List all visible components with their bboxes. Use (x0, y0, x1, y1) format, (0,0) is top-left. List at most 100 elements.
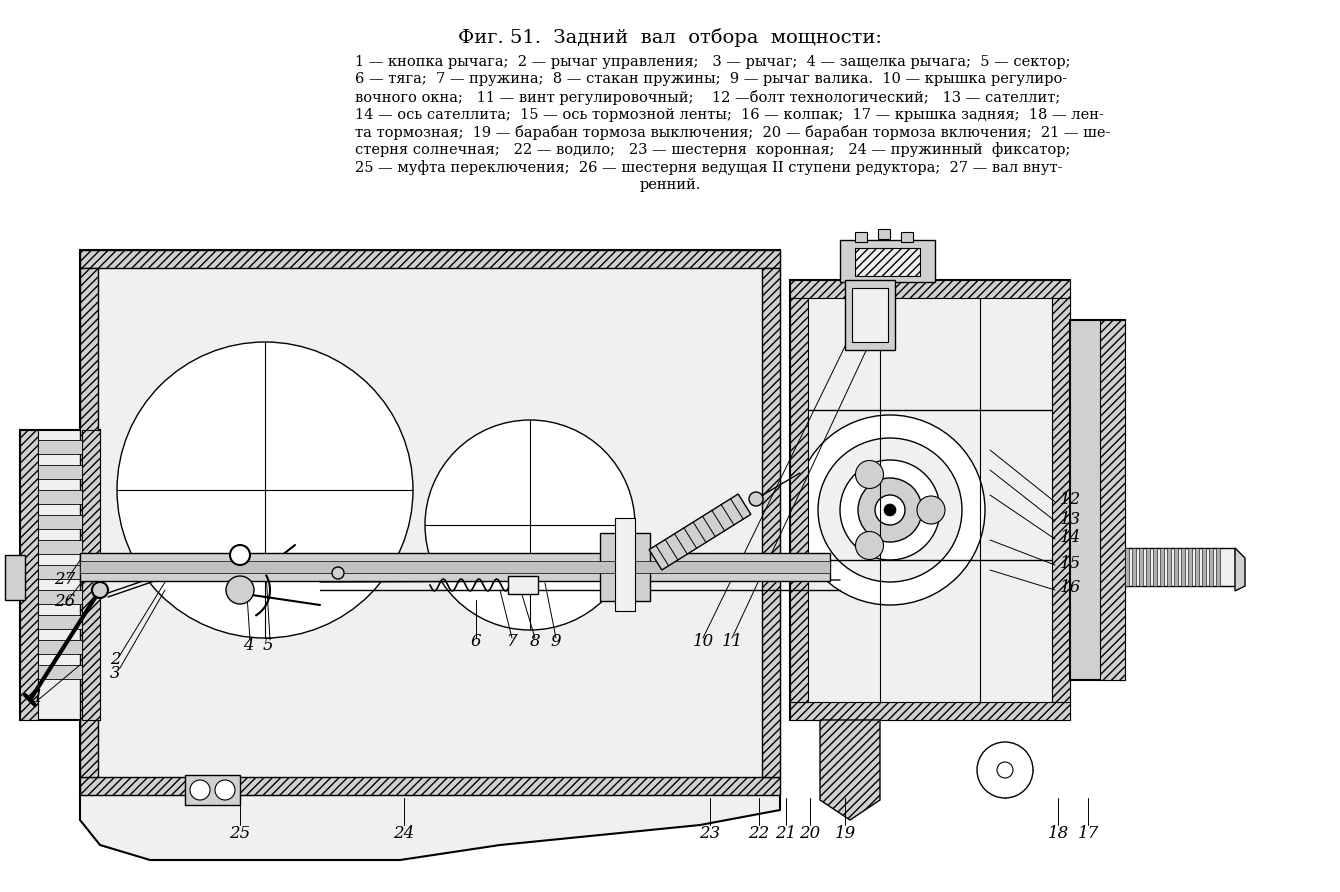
Bar (846, 280, 895, 350)
Bar (38, 665, 82, 679)
Bar (1202, 548, 1206, 586)
Bar (791, 280, 1071, 298)
Bar (855, 248, 921, 276)
Bar (762, 268, 780, 777)
Text: 9: 9 (551, 633, 561, 650)
Circle shape (332, 567, 344, 579)
Circle shape (855, 532, 883, 559)
Bar (791, 298, 808, 702)
Bar (878, 229, 890, 239)
Text: 15: 15 (1060, 555, 1081, 572)
Circle shape (749, 492, 762, 506)
Bar (855, 232, 867, 242)
Bar (1189, 548, 1193, 586)
Bar (1052, 298, 1071, 702)
Bar (38, 515, 82, 529)
Bar (38, 615, 82, 629)
Circle shape (117, 342, 413, 638)
Text: вочного окна;   11 — винт регулировочный;    12 —болт технологический;   13 — са: вочного окна; 11 — винт регулировочный; … (355, 90, 1060, 105)
Bar (1132, 548, 1136, 586)
Text: 25: 25 (229, 824, 251, 841)
Bar (1209, 548, 1213, 586)
Bar (615, 518, 635, 611)
Bar (852, 288, 888, 342)
Bar (1126, 548, 1235, 586)
Bar (80, 250, 780, 795)
Bar (791, 702, 1071, 720)
Text: 21: 21 (776, 824, 796, 841)
Bar (20, 430, 100, 720)
Bar (840, 240, 935, 282)
Bar (1195, 548, 1199, 586)
Text: 1: 1 (32, 690, 43, 706)
Text: 6: 6 (470, 633, 481, 650)
Text: 14 — ось сателлита;  15 — ось тормозной ленты;  16 — колпак;  17 — крышка задняя: 14 — ось сателлита; 15 — ось тормозной л… (355, 108, 1104, 121)
Circle shape (190, 780, 210, 800)
Bar (80, 777, 780, 795)
Circle shape (997, 762, 1013, 778)
Bar (80, 561, 829, 573)
Bar (185, 775, 240, 805)
Text: 12: 12 (1060, 491, 1081, 508)
Bar (38, 640, 82, 654)
Circle shape (92, 582, 109, 598)
Bar (508, 576, 537, 594)
Bar (600, 533, 650, 601)
Circle shape (875, 495, 904, 525)
Text: Фиг. 51.  Задний  вал  отбора  мощности:: Фиг. 51. Задний вал отбора мощности: (458, 28, 882, 47)
Circle shape (425, 420, 635, 630)
Bar (900, 232, 913, 242)
Bar (1126, 548, 1130, 586)
Bar (1152, 548, 1156, 586)
Bar (1071, 320, 1126, 680)
Circle shape (840, 460, 939, 560)
Text: 10: 10 (693, 633, 714, 650)
Bar (1174, 548, 1178, 586)
Text: ренний.: ренний. (639, 178, 701, 192)
Bar (1215, 548, 1219, 586)
Text: 13: 13 (1060, 510, 1081, 527)
Bar (20, 430, 38, 720)
Text: 6 — тяга;  7 — пружина;  8 — стакан пружины;  9 — рычаг валика.  10 — крышка рег: 6 — тяга; 7 — пружина; 8 — стакан пружин… (355, 72, 1067, 87)
Text: 7: 7 (507, 633, 517, 650)
Bar (38, 590, 82, 604)
Circle shape (230, 545, 251, 565)
Bar (791, 280, 1071, 720)
Text: 20: 20 (800, 824, 820, 841)
Text: 22: 22 (748, 824, 769, 841)
Text: 23: 23 (699, 824, 721, 841)
Text: 24: 24 (394, 824, 414, 841)
Text: 3: 3 (110, 665, 121, 682)
Text: 19: 19 (835, 824, 856, 841)
Text: 25 — муфта переключения;  26 — шестерня ведущая II ступени редуктора;  27 — вал : 25 — муфта переключения; 26 — шестерня в… (355, 160, 1063, 175)
Text: та тормозная;  19 — барабан тормоза выключения;  20 — барабан тормоза включения;: та тормозная; 19 — барабан тормоза выклю… (355, 125, 1111, 140)
Text: 14: 14 (1060, 528, 1081, 546)
Circle shape (858, 478, 922, 542)
Text: 27: 27 (55, 572, 75, 589)
Bar (1146, 548, 1150, 586)
Text: 16: 16 (1060, 580, 1081, 597)
Bar (1160, 548, 1164, 586)
Text: 1 — кнопка рычага;  2 — рычаг управления;   3 — рычаг;  4 — защелка рычага;  5 —: 1 — кнопка рычага; 2 — рычаг управления;… (355, 55, 1071, 69)
Circle shape (884, 504, 896, 516)
Bar (1181, 548, 1185, 586)
Text: 8: 8 (529, 633, 540, 650)
Text: 17: 17 (1077, 824, 1099, 841)
Bar (38, 490, 82, 504)
Bar (38, 565, 82, 579)
Bar (82, 430, 100, 720)
Polygon shape (1235, 548, 1245, 591)
Bar (5, 555, 25, 600)
Bar (1139, 548, 1143, 586)
Text: стерня солнечная;   22 — водило;   23 — шестерня  коронная;   24 — пружинный  фи: стерня солнечная; 22 — водило; 23 — шест… (355, 143, 1071, 157)
Circle shape (917, 496, 945, 524)
Bar (80, 553, 829, 581)
Circle shape (855, 460, 883, 489)
Bar (38, 465, 82, 479)
Circle shape (226, 576, 255, 604)
Text: 5: 5 (263, 638, 273, 655)
Text: 11: 11 (721, 633, 742, 650)
Text: 18: 18 (1048, 824, 1068, 841)
Bar (80, 250, 780, 268)
Circle shape (214, 780, 234, 800)
